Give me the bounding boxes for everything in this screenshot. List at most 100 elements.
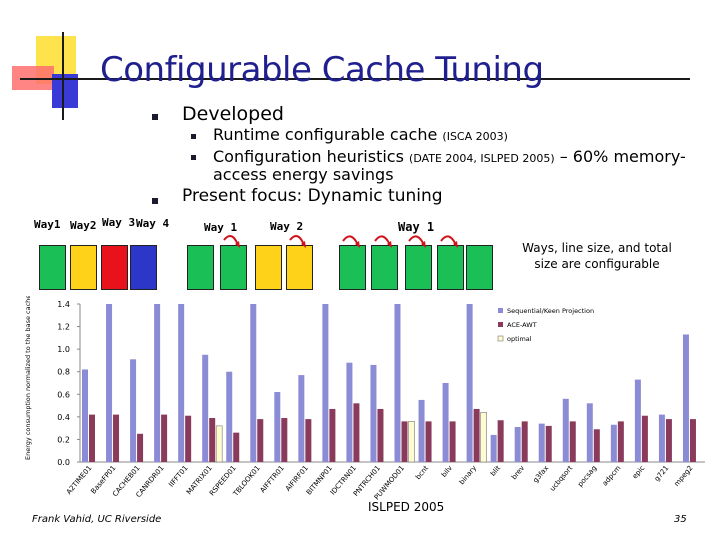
bullet-marker [152, 198, 158, 204]
way-block [39, 245, 66, 290]
bullet-developed: Developed [182, 103, 284, 125]
bar-2 [113, 414, 120, 462]
bar-2 [617, 421, 624, 462]
bar-1 [466, 304, 473, 462]
bullet-present: Present focus: Dynamic tuning [182, 186, 443, 206]
way-label-4: Way 4 [136, 217, 170, 230]
x-tick-label: AIFIRF01 [284, 464, 310, 493]
way-label-3: Way 3 [102, 216, 136, 229]
bar-1 [298, 375, 305, 462]
bar-1 [586, 403, 593, 462]
y-tick-label: 1.2 [57, 323, 70, 332]
y-tick-label: 0.0 [57, 458, 70, 467]
x-tick-label: IIFFT01 [167, 464, 189, 488]
arrowhead-icon [301, 241, 306, 248]
bar-2 [89, 414, 95, 462]
arrowhead-icon [453, 241, 458, 248]
bar-2 [569, 421, 576, 462]
x-tick-label: AIFFTR01 [259, 464, 286, 494]
bar-2 [209, 417, 216, 462]
way-block [101, 245, 128, 290]
legend-label: Sequential/Keen Projection [507, 307, 594, 315]
bullet-marker [191, 134, 196, 139]
y-tick-label: 1.0 [57, 345, 70, 354]
y-tick-label: 0.2 [57, 435, 70, 444]
bar-1 [346, 362, 353, 462]
way-label-2: Way2 [70, 219, 97, 232]
bar-1 [658, 414, 665, 462]
bar-2 [401, 421, 408, 462]
legend-swatch [497, 335, 504, 342]
bar-1 [370, 364, 377, 462]
bar-1 [130, 359, 137, 462]
bar-3 [480, 412, 487, 463]
way-label-1: Way1 [34, 218, 61, 231]
bullet-heuristics-savings: – 60% memory- [559, 147, 686, 166]
x-tick-label: bcnt [414, 464, 430, 481]
x-tick-label: binary [458, 464, 478, 486]
bullet-heuristics-ref: (DATE 2004, ISLPED 2005) [409, 152, 555, 165]
bar-1 [562, 398, 569, 462]
bar-2 [545, 425, 552, 462]
x-tick-label: blit [489, 464, 502, 478]
way-label-mid1: Way 1 [204, 221, 238, 234]
y-tick-label: 0.8 [57, 368, 70, 377]
legend-swatch [498, 322, 503, 327]
way-block [70, 245, 97, 290]
bar-2 [689, 419, 696, 462]
bar-2 [425, 421, 432, 462]
y-axis-label: Energy consumption normalized to the bas… [24, 296, 32, 460]
bullet-runtime-ref: (ISCA 2003) [442, 130, 508, 143]
arrowhead-icon [387, 241, 392, 248]
footer-page-number: 35 [674, 514, 687, 525]
bar-2 [593, 429, 600, 462]
bullet-runtime: Runtime configurable cache (ISCA 2003) [213, 126, 508, 146]
way-arrows [223, 235, 458, 248]
bar-1 [514, 427, 521, 462]
bar-1 [226, 371, 233, 462]
bar-2 [305, 419, 312, 462]
arrowhead-icon [235, 241, 240, 248]
arrowhead-icon [421, 241, 426, 248]
x-tick-label: bilv [440, 464, 454, 479]
x-tick-label: ucbqsort [548, 464, 574, 493]
bar-2 [137, 433, 144, 462]
x-tick-label: mpeg2 [673, 464, 695, 488]
bar-2 [449, 421, 456, 462]
legend-label: ACE-AWT [507, 321, 537, 329]
bar-1 [634, 379, 641, 462]
bar-1 [394, 304, 401, 462]
x-tick-label: pocsag [576, 464, 598, 488]
bar-1 [538, 423, 545, 462]
bar-2 [473, 408, 480, 462]
bar-1 [682, 334, 689, 462]
way-block [466, 245, 493, 290]
bar-2 [185, 415, 192, 462]
footer-conference: ISLPED 2005 [368, 500, 445, 514]
bar-1 [106, 304, 113, 462]
way-label-right: Way 1 [398, 220, 435, 234]
y-tick-label: 0.4 [57, 413, 70, 422]
footer-author: Frank Vahid, UC Riverside [32, 514, 162, 525]
bar-2 [353, 403, 360, 462]
bar-1 [490, 434, 497, 462]
bar-2 [257, 419, 264, 462]
bar-2 [281, 417, 288, 462]
way-block [286, 245, 313, 290]
bar-3 [408, 421, 415, 463]
bar-1 [322, 304, 329, 462]
x-tick-label: epic [631, 464, 647, 480]
bar-2 [233, 432, 240, 462]
x-tick-label: brev [510, 464, 526, 481]
bar-1 [250, 304, 257, 462]
bullet-heuristics: Configuration heuristics (DATE 2004, ISL… [213, 148, 686, 168]
bar-1 [610, 424, 617, 462]
bar-2 [665, 419, 672, 462]
bar-1 [442, 383, 449, 462]
bullet-marker [191, 155, 196, 160]
energy-chart: 0.0 0.2 0.4 0.6 0.8 1.0 1.2 1.4 Energy consumpti… [24, 296, 705, 502]
bar-2 [161, 414, 168, 462]
title-decoration-vline [62, 32, 64, 120]
way-block [437, 245, 464, 290]
x-tick-label: g3fax [531, 464, 550, 484]
